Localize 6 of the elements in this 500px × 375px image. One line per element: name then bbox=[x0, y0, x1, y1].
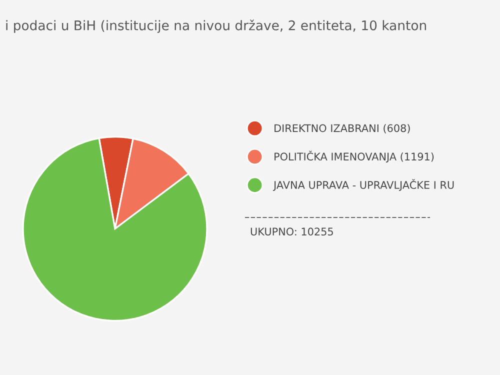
legend-label: DIREKTNO IZABRANI (608) bbox=[274, 124, 410, 134]
text: UKUPNO: 10255 bbox=[250, 228, 333, 236]
chart-title: i podaci u BiH (institucije na nivou države, 2 entiteta, 10 kanton bbox=[6, 20, 426, 33]
pie-slice bbox=[22, 137, 208, 322]
legend-label: JAVNA UPRAVA - UPRAVLJAČKE I RU bbox=[273, 179, 454, 191]
legend-label: POLITIČKA IMENOVANJA (1191) bbox=[274, 150, 434, 162]
